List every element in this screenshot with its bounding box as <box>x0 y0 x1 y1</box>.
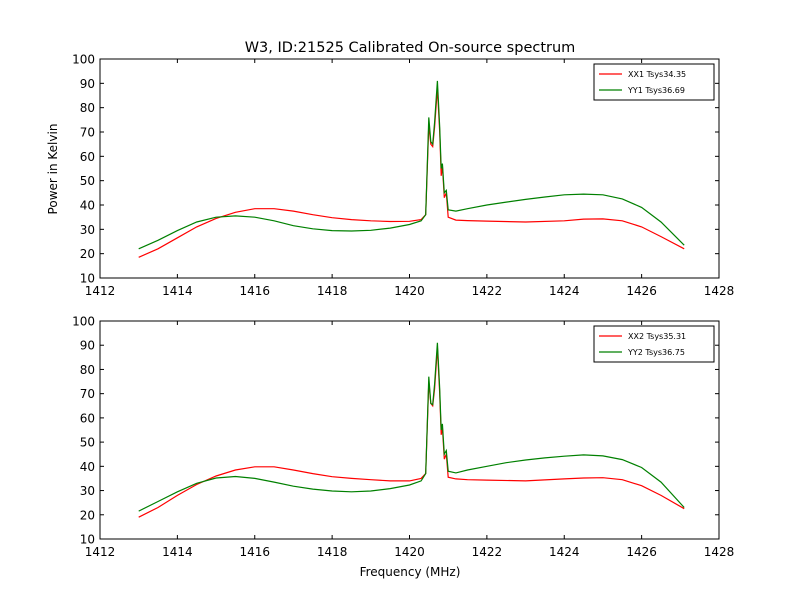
x-tick-label: 1416 <box>239 284 270 298</box>
y-tick-label: 60 <box>80 411 95 425</box>
y-tick-label: 80 <box>80 101 95 115</box>
x-tick-label: 1428 <box>704 545 735 559</box>
y-tick-label: 70 <box>80 126 95 140</box>
top-panel: 1412 1414 1416 1418 1420 1422 1424 1426 1428 10 20… <box>72 53 734 299</box>
y-tick-label: 50 <box>80 436 95 450</box>
x-tick-label: 1414 <box>162 545 193 559</box>
legend-label: YY2 Tsys36.75 <box>627 348 685 357</box>
x-tick-label: 1420 <box>394 545 425 559</box>
y-tick-label: 90 <box>80 77 95 91</box>
y-tick-label: 30 <box>80 223 95 237</box>
y-tick-label: 40 <box>80 199 95 213</box>
x-tick-label: 1418 <box>317 284 348 298</box>
series-line-yy <box>138 80 685 250</box>
series-line-yy <box>138 342 685 512</box>
y-tick-label: 20 <box>80 247 95 261</box>
legend-box <box>593 63 715 101</box>
y-tick-label: 100 <box>72 315 95 329</box>
series-line-xx <box>138 88 685 258</box>
y-tick-label: 60 <box>80 150 95 164</box>
y-tick-label: 10 <box>80 533 95 547</box>
x-tick-label: 1414 <box>162 284 193 298</box>
bottom-panel: 1412 1414 1416 1418 1420 1422 1424 1426 1428 10 20… <box>72 315 734 560</box>
x-axis-label: Frequency (MHz) <box>360 565 461 579</box>
legend-label: XX1 Tsys34.35 <box>628 70 686 79</box>
x-tick-label: 1424 <box>549 545 580 559</box>
x-tick-label: 1422 <box>472 545 503 559</box>
legend-label: YY1 Tsys36.69 <box>627 86 685 95</box>
legend-box <box>593 325 715 363</box>
y-tick-label: 50 <box>80 174 95 188</box>
y-tick-label: 30 <box>80 484 95 498</box>
x-tick-label: 1420 <box>394 284 425 298</box>
x-tick-label: 1426 <box>626 545 657 559</box>
y-tick-label: 90 <box>80 339 95 353</box>
figure-title: W3, ID:21525 Calibrated On-source spectr… <box>245 40 576 56</box>
y-tick-label: 100 <box>72 53 95 67</box>
x-tick-label: 1428 <box>704 284 735 298</box>
x-tick-label: 1422 <box>472 284 503 298</box>
series-line-xx <box>138 347 685 518</box>
y-tick-label: 40 <box>80 460 95 474</box>
x-tick-label: 1418 <box>317 545 348 559</box>
legend-label: XX2 Tsys35.31 <box>628 332 686 341</box>
y-tick-label: 70 <box>80 387 95 401</box>
x-tick-label: 1412 <box>85 545 116 559</box>
x-tick-label: 1416 <box>239 545 270 559</box>
y-tick-label: 10 <box>80 272 95 286</box>
y-tick-label: 20 <box>80 508 95 522</box>
y-axis-label: Power in Kelvin <box>46 124 60 215</box>
x-tick-label: 1424 <box>549 284 580 298</box>
x-tick-label: 1412 <box>85 284 116 298</box>
x-tick-label: 1426 <box>626 284 657 298</box>
y-tick-label: 80 <box>80 363 95 377</box>
